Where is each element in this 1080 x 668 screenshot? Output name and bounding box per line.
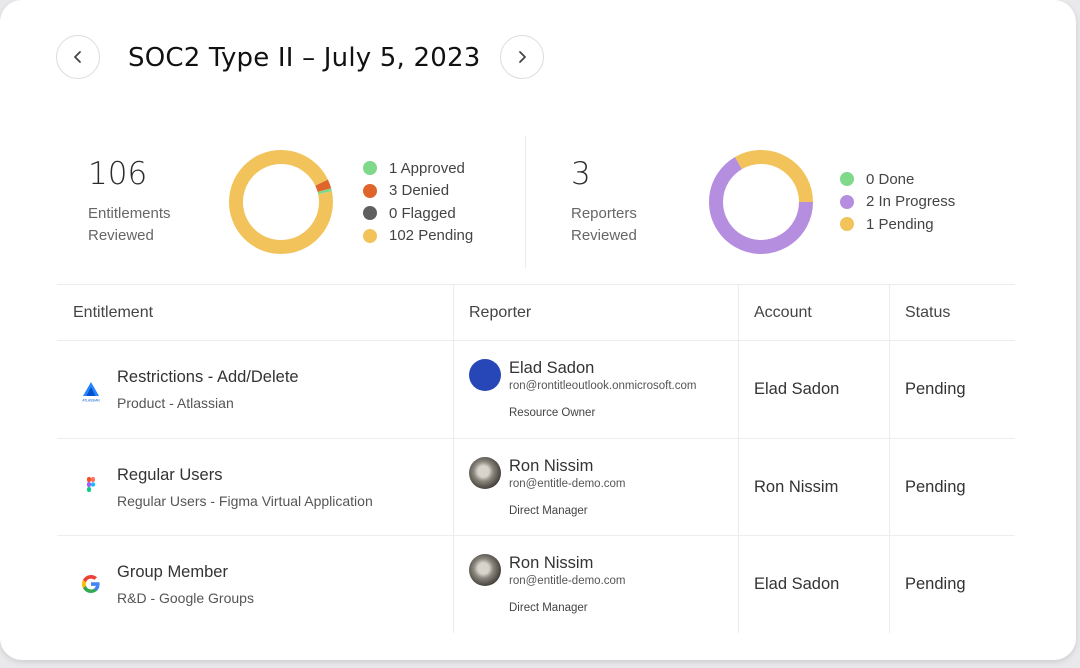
entitlements-legend: 1 Approved 3 Denied 0 Flagged 102 Pending bbox=[363, 157, 473, 247]
account-name: Elad Sadon bbox=[754, 575, 840, 593]
reporter-email: ron@rontitleoutlook.onmicrosoft.com bbox=[509, 380, 697, 392]
table-row[interactable]: Group Member R&D - Google Groups Ron Nis… bbox=[57, 536, 1015, 633]
legend-label: 0 Flagged bbox=[389, 204, 456, 222]
reporter-email: ron@entitle-demo.com bbox=[509, 477, 626, 490]
reporter-name: Ron Nissim bbox=[509, 456, 594, 475]
legend-dot-icon bbox=[363, 206, 377, 221]
avatar bbox=[469, 359, 501, 391]
previous-button[interactable] bbox=[56, 35, 100, 79]
header-entitlement[interactable]: Entitlement bbox=[73, 304, 154, 321]
donut-segment bbox=[315, 179, 332, 193]
header-reporter[interactable]: Reporter bbox=[469, 304, 532, 321]
google-icon bbox=[82, 575, 100, 593]
header-account[interactable]: Account bbox=[754, 304, 812, 321]
entitlement-source: Product - Atlassian bbox=[117, 395, 234, 411]
legend-label: 3 Denied bbox=[389, 182, 450, 200]
page-title: SOC2 Type II – July 5, 2023 bbox=[128, 43, 481, 73]
column-divider bbox=[738, 341, 739, 438]
reporters-legend-item: 2 In Progress bbox=[840, 191, 955, 214]
column-divider bbox=[453, 285, 454, 340]
entitlements-count: 106 bbox=[88, 156, 148, 192]
column-divider bbox=[889, 341, 890, 438]
legend-dot-icon bbox=[840, 172, 854, 187]
reporter-name: Ron Nissim bbox=[509, 554, 594, 572]
entitlements-legend-item: 1 Approved bbox=[363, 157, 473, 180]
entitlements-label: Entitlements Reviewed bbox=[88, 203, 218, 247]
next-button[interactable] bbox=[500, 35, 544, 79]
column-divider bbox=[889, 438, 890, 535]
entitlements-donut-chart bbox=[229, 150, 333, 254]
table-row[interactable]: Regular Users Regular Users - Figma Virt… bbox=[57, 438, 1015, 536]
legend-dot-icon bbox=[363, 161, 377, 176]
entitlement-name: Restrictions - Add/Delete bbox=[117, 368, 299, 386]
donut-segment bbox=[229, 150, 333, 254]
atlassian-icon-caption: ATLASSIAN bbox=[82, 399, 100, 403]
column-divider bbox=[889, 536, 890, 633]
reporters-label-line1: Reporters bbox=[571, 205, 637, 222]
status-text: Pending bbox=[905, 380, 966, 398]
table-header: Entitlement Reporter Account Status bbox=[57, 284, 1015, 341]
entitlements-label-line2: Reviewed bbox=[88, 227, 154, 244]
entitlements-legend-item: 102 Pending bbox=[363, 225, 473, 248]
reporters-legend: 0 Done 2 In Progress 1 Pending bbox=[840, 168, 955, 236]
donut-segment bbox=[709, 156, 813, 254]
entitlement-source: R&D - Google Groups bbox=[117, 590, 254, 606]
column-divider bbox=[453, 536, 454, 633]
legend-dot-icon bbox=[363, 183, 377, 198]
avatar bbox=[469, 554, 501, 586]
legend-dot-icon bbox=[840, 217, 854, 232]
entitlements-legend-item: 3 Denied bbox=[363, 180, 473, 203]
figma-icon bbox=[87, 476, 96, 492]
donut-segment bbox=[317, 188, 332, 195]
status-text: Pending bbox=[905, 477, 966, 496]
entitlements-legend-item: 0 Flagged bbox=[363, 202, 473, 225]
column-divider bbox=[738, 536, 739, 633]
legend-dot-icon bbox=[363, 228, 377, 243]
reporters-legend-item: 1 Pending bbox=[840, 213, 955, 236]
legend-label: 1 Approved bbox=[389, 159, 465, 177]
chevron-left-icon bbox=[74, 51, 81, 63]
summary-divider bbox=[525, 136, 526, 268]
legend-label: 0 Done bbox=[866, 170, 915, 188]
donut-segment bbox=[735, 150, 813, 203]
reporters-donut-chart bbox=[709, 150, 813, 254]
table-row[interactable]: ATLASSIAN Restrictions - Add/Delete Prod… bbox=[57, 341, 1015, 439]
status-text: Pending bbox=[905, 575, 966, 593]
reporter-role: Direct Manager bbox=[509, 602, 588, 614]
reporter-role: Direct Manager bbox=[509, 504, 588, 517]
account-name: Elad Sadon bbox=[754, 380, 840, 398]
reporter-role: Resource Owner bbox=[509, 407, 596, 419]
reporters-count: 3 bbox=[571, 156, 591, 192]
reporter-email: ron@entitle-demo.com bbox=[509, 575, 626, 587]
avatar bbox=[469, 456, 501, 489]
reporters-label: Reporters Reviewed bbox=[571, 203, 701, 247]
column-divider bbox=[738, 285, 739, 340]
legend-label: 2 In Progress bbox=[866, 193, 956, 211]
column-divider bbox=[738, 438, 739, 535]
column-divider bbox=[889, 285, 890, 340]
reporters-label-line2: Reviewed bbox=[571, 227, 637, 244]
reporters-legend-item: 0 Done bbox=[840, 168, 955, 191]
reporter-name: Elad Sadon bbox=[509, 359, 595, 377]
legend-label: 1 Pending bbox=[866, 215, 934, 233]
legend-label: 102 Pending bbox=[389, 227, 474, 245]
entitlement-source: Regular Users - Figma Virtual Applicatio… bbox=[117, 492, 373, 509]
column-divider bbox=[453, 341, 454, 438]
chevron-right-icon bbox=[519, 51, 526, 63]
entitlement-name: Regular Users bbox=[117, 465, 223, 484]
column-divider bbox=[453, 438, 454, 535]
legend-dot-icon bbox=[840, 194, 854, 209]
account-name: Ron Nissim bbox=[754, 477, 839, 496]
header-status[interactable]: Status bbox=[905, 304, 951, 321]
atlassian-icon: ATLASSIAN bbox=[82, 382, 100, 403]
entitlement-name: Group Member bbox=[117, 563, 228, 581]
entitlements-label-line1: Entitlements bbox=[88, 205, 171, 222]
entitlements-table: Entitlement Reporter Account Status ATLA… bbox=[57, 284, 1015, 633]
